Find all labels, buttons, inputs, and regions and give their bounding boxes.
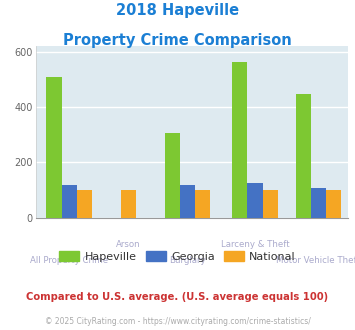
Bar [165, 133, 180, 218]
Text: Arson: Arson [116, 240, 141, 249]
Bar [47, 78, 62, 218]
Text: Burglary: Burglary [169, 256, 206, 265]
Bar [296, 94, 311, 218]
Bar [180, 184, 195, 218]
Text: Property Crime Comparison: Property Crime Comparison [63, 33, 292, 48]
Bar [77, 190, 92, 218]
Bar [232, 62, 247, 218]
Bar [311, 188, 326, 218]
Text: © 2025 CityRating.com - https://www.cityrating.com/crime-statistics/: © 2025 CityRating.com - https://www.city… [45, 317, 310, 326]
Text: Compared to U.S. average. (U.S. average equals 100): Compared to U.S. average. (U.S. average … [26, 292, 329, 302]
Text: Motor Vehicle Theft: Motor Vehicle Theft [277, 256, 355, 265]
Bar [62, 184, 77, 218]
Bar [326, 190, 341, 218]
Text: 2018 Hapeville: 2018 Hapeville [116, 3, 239, 18]
Bar [263, 190, 278, 218]
Legend: Hapeville, Georgia, National: Hapeville, Georgia, National [55, 247, 300, 267]
Bar [121, 190, 136, 218]
Text: Larceny & Theft: Larceny & Theft [221, 240, 289, 249]
Bar [247, 182, 263, 218]
Bar [195, 190, 210, 218]
Text: All Property Crime: All Property Crime [30, 256, 108, 265]
